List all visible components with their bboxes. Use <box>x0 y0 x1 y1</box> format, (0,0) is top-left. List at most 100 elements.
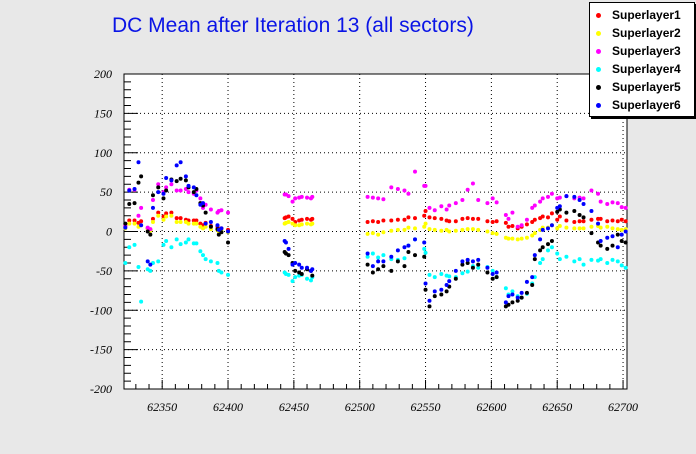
x-tick-label: 62700 <box>608 400 638 414</box>
data-point-superlayer2 <box>293 223 298 228</box>
data-point-superlayer5 <box>538 248 543 253</box>
data-point-superlayer3 <box>299 194 304 199</box>
data-point-superlayer6 <box>494 270 499 275</box>
data-point-superlayer4 <box>293 275 298 280</box>
data-point-superlayer3 <box>596 191 601 196</box>
data-point-superlayer6 <box>615 245 620 250</box>
data-point-superlayer4 <box>376 255 381 260</box>
data-point-superlayer1 <box>365 220 370 225</box>
data-point-superlayer1 <box>174 216 179 221</box>
data-point-superlayer5 <box>150 193 155 198</box>
data-point-superlayer5 <box>510 300 515 305</box>
data-point-superlayer5 <box>389 268 394 273</box>
data-point-superlayer5 <box>219 230 224 235</box>
data-point-superlayer6 <box>506 294 511 299</box>
data-point-superlayer3 <box>148 227 153 232</box>
data-point-superlayer4 <box>203 257 208 262</box>
data-point-superlayer6 <box>619 232 624 237</box>
data-point-superlayer2 <box>610 226 615 231</box>
data-point-superlayer6 <box>572 194 577 199</box>
data-point-superlayer3 <box>515 224 520 229</box>
axes: 62350 62400 62450 62500 62550 62600 62650 62700… <box>90 67 638 414</box>
data-point-superlayer4 <box>549 245 554 250</box>
data-point-superlayer5 <box>376 267 381 272</box>
data-point-superlayer2 <box>422 224 427 229</box>
data-point-superlayer3 <box>208 207 213 212</box>
data-point-superlayer6 <box>178 160 183 165</box>
data-point-superlayer4 <box>490 268 495 273</box>
data-point-superlayer5 <box>549 238 554 243</box>
data-point-superlayer4 <box>564 254 569 259</box>
data-point-superlayer1 <box>598 216 603 221</box>
data-point-superlayer6 <box>423 281 428 286</box>
data-point-superlayer4 <box>194 241 199 246</box>
data-point-superlayer2 <box>174 220 179 225</box>
data-point-superlayer3 <box>156 182 161 187</box>
data-point-superlayer2 <box>447 229 452 234</box>
data-point-superlayer5 <box>299 272 304 277</box>
data-point-superlayer5 <box>148 232 153 237</box>
x-tick-label: 62400 <box>213 400 243 414</box>
data-point-superlayer4 <box>156 259 161 264</box>
data-point-superlayer2 <box>581 226 586 231</box>
data-point-superlayer6 <box>532 253 537 258</box>
data-point-superlayer1 <box>460 216 465 221</box>
data-point-superlayer5 <box>381 264 386 269</box>
data-point-superlayer1 <box>139 219 144 224</box>
data-point-superlayer5 <box>203 210 208 215</box>
data-point-superlayer5 <box>598 243 603 248</box>
data-point-superlayer5 <box>485 270 490 275</box>
data-point-superlayer3 <box>538 199 543 204</box>
data-point-superlayer3 <box>465 187 470 192</box>
data-point-superlayer4 <box>465 269 470 274</box>
data-point-superlayer5 <box>572 209 577 214</box>
data-point-superlayer4 <box>226 272 231 277</box>
data-point-superlayer6 <box>194 193 199 198</box>
data-point-superlayer2 <box>515 237 520 242</box>
data-point-superlayer5 <box>139 174 144 179</box>
y-tick-label: 50 <box>100 185 112 199</box>
data-point-superlayer1 <box>494 219 499 224</box>
data-point-superlayer4 <box>439 272 444 277</box>
data-point-superlayer5 <box>439 292 444 297</box>
data-point-superlayer3 <box>460 198 465 202</box>
data-point-superlayer1 <box>540 214 545 219</box>
data-point-superlayer6 <box>439 287 444 292</box>
data-point-superlayer6 <box>208 220 213 225</box>
data-point-superlayer4 <box>198 249 203 254</box>
data-point-superlayer3 <box>485 201 490 206</box>
data-point-superlayer4 <box>432 275 437 280</box>
data-point-superlayer3 <box>503 212 508 217</box>
data-point-superlayer5 <box>460 262 465 267</box>
data-point-superlayer5 <box>494 275 499 280</box>
data-point-superlayer3 <box>413 169 418 174</box>
data-point-superlayer5 <box>581 215 586 220</box>
legend-label: Superlayer2 <box>612 26 681 40</box>
legend-item-superlayer6: Superlayer6 <box>590 97 694 115</box>
data-point-superlayer5 <box>423 287 428 292</box>
data-point-superlayer2 <box>365 231 370 236</box>
data-point-superlayer3 <box>178 188 183 193</box>
x-tick-label: 62650 <box>542 400 572 414</box>
data-point-superlayer6 <box>524 279 529 284</box>
data-point-superlayer3 <box>530 205 535 210</box>
data-point-superlayer6 <box>150 205 155 210</box>
x-tick-label: 62550 <box>411 400 441 414</box>
data-point-superlayer5 <box>293 268 298 273</box>
data-point-superlayer4 <box>510 289 515 294</box>
data-point-superlayer6 <box>557 204 562 209</box>
data-point-superlayer3 <box>540 196 545 201</box>
y-tick-label: 150 <box>94 106 112 120</box>
data-point-superlayer5 <box>470 265 475 270</box>
data-point-superlayer4 <box>365 254 370 259</box>
data-point-superlayer3 <box>444 207 449 212</box>
data-point-superlayer4 <box>572 259 577 264</box>
data-point-superlayer1 <box>564 218 569 223</box>
legend-label: Superlayer5 <box>612 80 681 94</box>
data-point-superlayer5 <box>615 232 620 237</box>
x-tick-label: 62500 <box>345 400 375 414</box>
data-point-superlayer2 <box>376 232 381 237</box>
data-point-superlayer6 <box>564 194 569 199</box>
data-point-superlayer6 <box>370 264 375 269</box>
data-point-superlayer1 <box>557 214 562 219</box>
